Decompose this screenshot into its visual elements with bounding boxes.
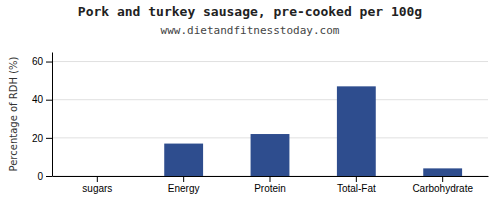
subtitle: www.dietandfitnesstoday.com: [161, 24, 340, 37]
y-tick: 0: [37, 171, 52, 182]
y-tick-label: 60: [32, 56, 44, 67]
bar: [423, 168, 462, 176]
y-tick-label: 0: [37, 171, 43, 182]
grid-line: [52, 99, 488, 100]
x-axis: sugars Energy Protein Total-Fat Carbohydrate: [53, 176, 489, 194]
y-tick-label: 40: [32, 94, 44, 105]
y-tick: 20: [32, 133, 52, 144]
x-tick-label: Carbohydrate: [412, 183, 473, 194]
x-tick-label: sugars: [82, 183, 112, 194]
y-tick: 40: [32, 94, 52, 105]
grid-line: [52, 61, 488, 62]
bars: [164, 86, 462, 176]
y-axis-line: [52, 53, 53, 177]
x-tick-mark: [183, 176, 184, 182]
plot: sugars Energy Protein Total-Fat Carbohydrate…: [32, 53, 489, 195]
y-tick-mark: [46, 138, 52, 139]
bar: [251, 134, 290, 176]
x-tick-label: Energy: [168, 183, 200, 194]
y-axis-title: Percentage of RDH (%): [8, 56, 19, 171]
bar: [78, 176, 117, 177]
y-tick-mark: [46, 100, 52, 101]
x-tick-label: Protein: [254, 183, 286, 194]
y-tick-mark: [46, 62, 52, 63]
grid: [52, 62, 488, 176]
y-tick-label: 20: [32, 133, 44, 144]
x-tick-mark: [270, 176, 271, 182]
chart: Pork and turkey sausage, pre-cooked per …: [0, 0, 500, 200]
x-tick-mark: [97, 176, 98, 182]
x-tick-mark: [356, 176, 357, 182]
bar: [164, 144, 203, 176]
y-tick-mark: [46, 176, 52, 177]
x-tick-mark: [442, 176, 443, 182]
x-tick: Total-Fat: [337, 176, 376, 194]
x-tick-label: Total-Fat: [337, 183, 376, 194]
x-tick: Carbohydrate: [412, 176, 473, 194]
x-tick: Protein: [254, 176, 286, 194]
x-tick: sugars: [82, 176, 112, 194]
title: Pork and turkey sausage, pre-cooked per …: [78, 4, 422, 19]
bar: [337, 86, 376, 176]
x-tick: Energy: [168, 176, 200, 194]
y-axis: 0 20 40 60: [32, 53, 53, 182]
y-tick: 60: [32, 56, 52, 67]
